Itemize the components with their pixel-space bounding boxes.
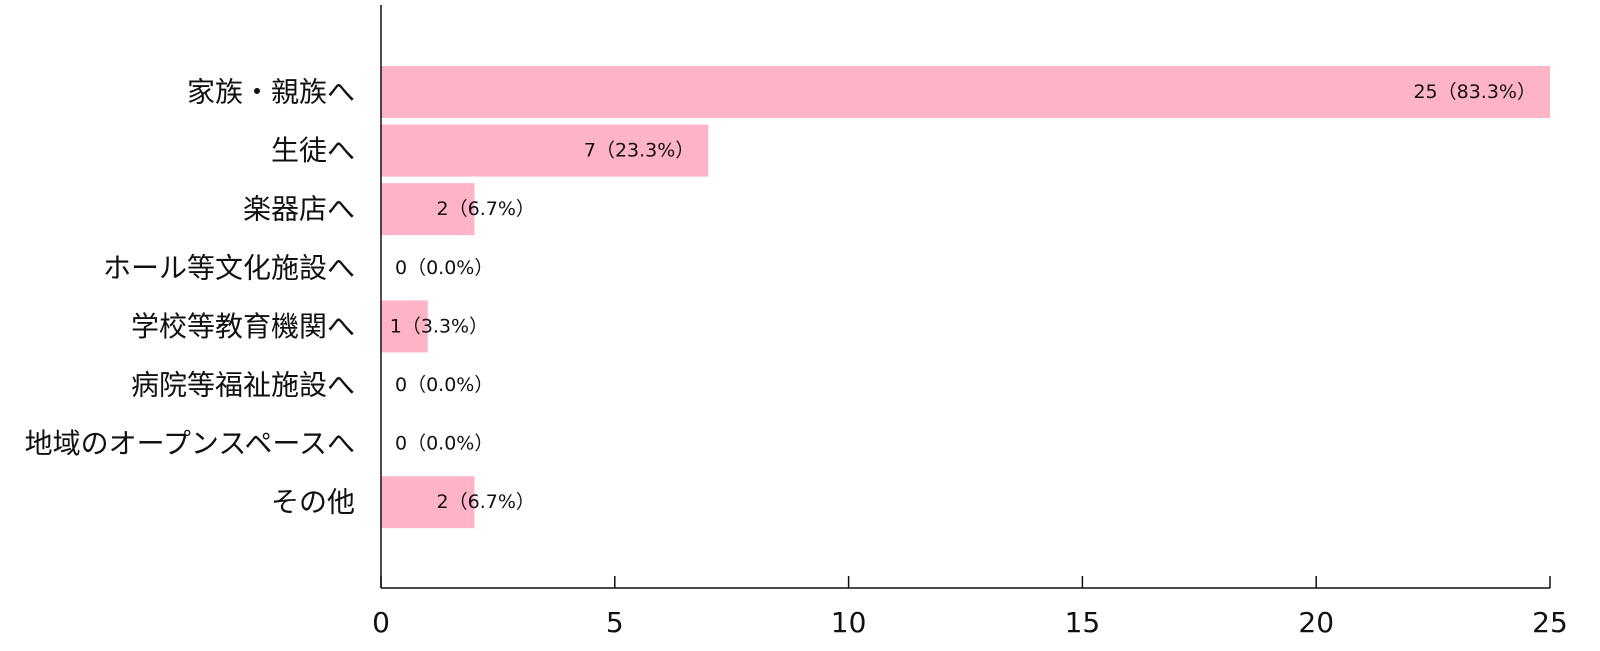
x-tick-label-3: 15 <box>1065 606 1101 639</box>
data-label-2: 2（6.7%） <box>437 198 535 220</box>
data-label-0: 25（83.3%） <box>1413 81 1536 103</box>
category-label-3: ホール等文化施設へ <box>103 251 355 284</box>
category-label-0: 家族・親族へ <box>187 76 355 109</box>
data-label-7: 2（6.7%） <box>437 491 535 513</box>
category-label-2: 楽器店へ <box>243 193 355 226</box>
x-axis-ticks: 0 5 10 15 20 25 <box>372 576 1568 639</box>
data-label-5: 0（0.0%） <box>395 374 493 396</box>
category-label-4: 学校等教育機関へ <box>131 310 355 343</box>
bar-group <box>381 66 1550 529</box>
x-tick-label-5: 25 <box>1532 606 1568 639</box>
bar-1 <box>381 124 709 177</box>
bar-7 <box>381 476 475 529</box>
bar-0 <box>381 66 1550 118</box>
category-label-7: その他 <box>271 486 355 519</box>
data-label-6: 0（0.0%） <box>395 433 493 455</box>
category-labels: 家族・親族へ生徒へ楽器店へホール等文化施設へ学校等教育機関へ病院等福祉施設へ地域… <box>25 76 355 519</box>
x-tick-label-0: 0 <box>372 606 390 639</box>
data-labels: 25（83.3%） 7（23.3%） 2（6.7%） 0（0.0%） 1（3.3%） 0（… <box>390 81 1536 513</box>
bar-2 <box>381 183 475 236</box>
bar-4 <box>381 300 428 353</box>
x-tick-label-1: 5 <box>606 606 624 639</box>
data-label-1: 7（23.3%） <box>584 140 694 162</box>
x-tick-label-2: 10 <box>831 606 867 639</box>
data-label-3: 0（0.0%） <box>395 257 493 279</box>
category-label-1: 生徒へ <box>271 134 355 167</box>
data-label-4: 1（3.3%） <box>390 315 488 337</box>
x-tick-label-4: 20 <box>1298 606 1334 639</box>
category-label-6: 地域のオープンスペースへ <box>25 427 355 460</box>
category-label-5: 病院等福祉施設へ <box>131 369 355 402</box>
